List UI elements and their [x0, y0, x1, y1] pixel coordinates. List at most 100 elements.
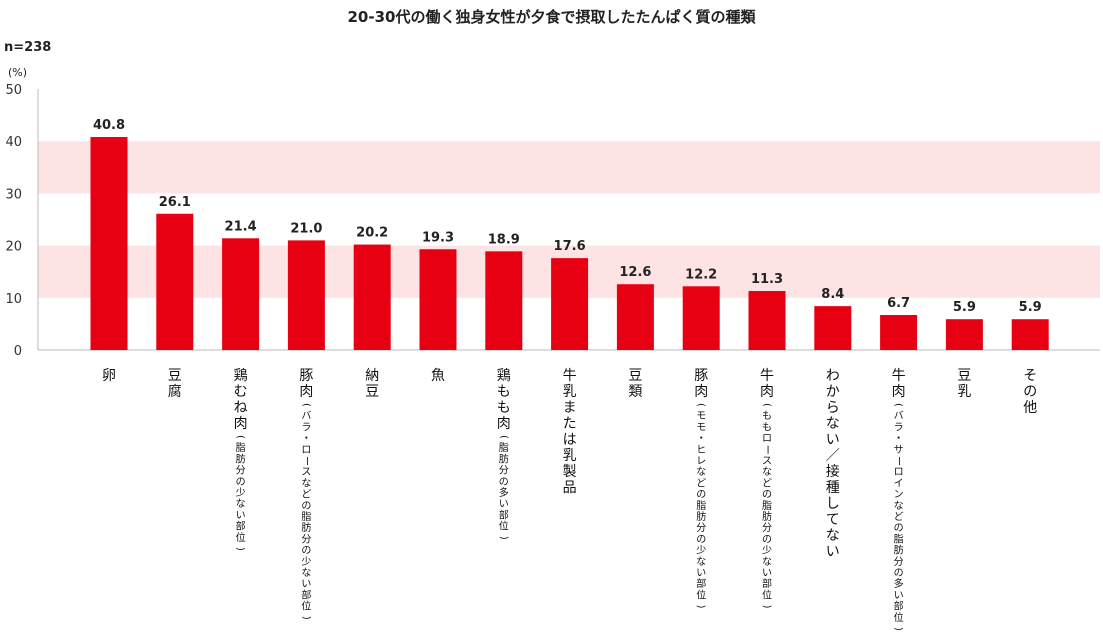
category-sublabel-char: 肪 [301, 521, 311, 534]
category-label-char: し [826, 496, 840, 512]
bar [616, 284, 654, 350]
category-sublabel-char: ロ [894, 467, 904, 478]
bar-value-label: 18.9 [488, 232, 520, 247]
category-sublabel-char: の [301, 501, 311, 512]
category-sublabel-char: 位 [499, 520, 509, 533]
category-sublabel-char: ー [300, 456, 311, 466]
category-sublabel-char: バ [894, 410, 904, 422]
category-sublabel-char: 分 [762, 522, 772, 534]
category-sublabel-char: ス [301, 467, 311, 478]
category-sublabel-char: い [696, 568, 706, 579]
category-label-char: 豆 [365, 384, 379, 400]
sample-size: n=238 [4, 40, 52, 55]
bar-value-label: 8.4 [821, 287, 844, 302]
category-sublabel-char: 脂 [236, 441, 246, 454]
category-label-char: 類 [628, 384, 642, 400]
category-sublabel-char: イ [894, 478, 904, 489]
category-sublabel-char: も [762, 421, 772, 433]
bar-value-label: 12.2 [685, 267, 717, 282]
category-sublabel-char: ) [893, 627, 904, 631]
category-label-char: 肉 [760, 384, 774, 400]
bar-value-label: 11.3 [751, 272, 783, 287]
category-sublabel-char: 少 [301, 556, 311, 568]
category-label-char: 豆 [957, 368, 971, 384]
category-sublabel-char: モ [696, 422, 706, 433]
category-sublabel-char: 脂 [301, 510, 311, 523]
category-label-char: ま [563, 400, 577, 416]
category-sublabel-char: の [762, 490, 772, 501]
category-sublabel-char: モ [696, 411, 706, 422]
category-sublabel-char: ) [235, 547, 246, 551]
category-sublabel-char: の [894, 568, 904, 579]
category-sublabel-char: 肪 [499, 452, 509, 465]
category-sublabel-char: ー [761, 445, 772, 455]
category-label-char: 鶏 [234, 368, 248, 384]
bar [814, 306, 852, 350]
bar [419, 249, 457, 350]
category-label-char: 品 [563, 480, 577, 496]
bar-value-label: 20.2 [356, 226, 388, 241]
category-sublabel-char: 多 [894, 577, 904, 590]
category-sublabel-char: な [301, 567, 311, 579]
category-sublabel-char: 位 [762, 588, 772, 601]
category-sublabel-char: 位 [696, 588, 706, 601]
bar-value-label: 17.6 [554, 239, 586, 254]
category-sublabel-char: の [762, 534, 772, 545]
category-sublabel-char: 少 [696, 545, 706, 557]
category-label-char: は [563, 432, 577, 448]
category-sublabel-char: 分 [894, 556, 904, 568]
bars [90, 137, 1049, 350]
category-label-char: 魚 [431, 368, 445, 384]
category-sublabel-char: 多 [499, 486, 509, 499]
category-sublabel-char: ロ [301, 445, 311, 456]
category-sublabel-char: ・ [696, 434, 706, 445]
category-sublabel-char: 肪 [236, 452, 246, 465]
bar [156, 213, 194, 350]
category-sublabel-char: な [236, 498, 246, 510]
category-sublabel-char: の [499, 477, 509, 488]
y-tick-label: 20 [5, 240, 22, 255]
category-sublabel-char: 分 [696, 522, 706, 534]
category-label-char: 豆 [628, 368, 642, 384]
category-sublabel-char: 部 [301, 588, 311, 601]
category-sublabel-char: レ [696, 456, 706, 467]
y-tick-label: 10 [5, 292, 22, 307]
category-sublabel-char: の [236, 477, 246, 488]
category-sublabel-char: 分 [499, 465, 509, 477]
category-label-char: 納 [365, 368, 379, 384]
category-label-char: 腐 [168, 383, 182, 400]
category-label-char: 豚 [694, 368, 708, 384]
category-sublabel-char: 部 [499, 508, 509, 521]
category-sublabel-char: ( [761, 403, 772, 407]
category-label-char: 豚 [299, 368, 313, 384]
category-sublabel-char: 部 [894, 600, 904, 613]
category-label-char: い [826, 544, 840, 560]
category-label-char: 牛 [892, 368, 906, 384]
category-sublabel-char: 分 [301, 533, 311, 545]
category-sublabel-char: ( [235, 435, 246, 439]
bar-value-label: 12.6 [619, 265, 651, 280]
category-label-char: 肉 [694, 384, 708, 400]
bar [551, 258, 589, 350]
category-label-char: 乳 [563, 384, 577, 400]
bar [748, 291, 786, 350]
category-sublabel-char: な [696, 556, 706, 568]
y-tick-label: 30 [5, 187, 22, 202]
category-sublabel-char: 位 [301, 600, 311, 613]
category-label-char: な [826, 416, 840, 432]
category-sublabel-char: 位 [894, 611, 904, 624]
bar [682, 286, 720, 350]
category-label-char: の [1023, 384, 1037, 400]
category-sublabel-char: な [301, 477, 311, 489]
category-sublabel-char: 少 [236, 487, 246, 499]
grid-band-1 [38, 141, 1100, 194]
category-label-char: む [234, 384, 248, 400]
category-sublabel-char: ) [300, 616, 311, 620]
category-sublabel-char: ス [762, 456, 772, 467]
category-label-char: な [826, 528, 840, 544]
category-sublabel-char: 少 [762, 545, 772, 557]
bar [287, 240, 325, 350]
category-label-char: 接 [826, 463, 840, 480]
category-label-char: も [497, 384, 511, 400]
